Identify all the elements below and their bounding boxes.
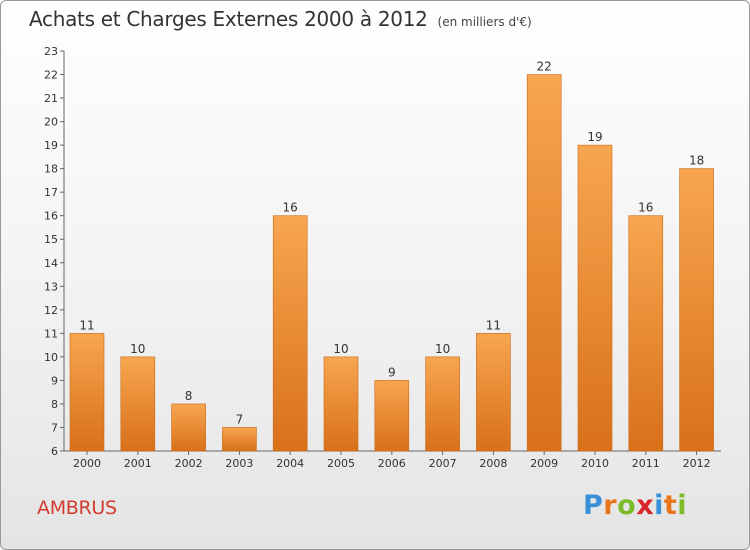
bar — [628, 215, 664, 452]
chart-bars — [69, 74, 714, 452]
chart-axes: 6 7 8 9 10 11 12 13 14 15 16 17 18 19 20 21 22 23 — [44, 45, 721, 458]
y-tick-label: 9 — [51, 374, 58, 387]
x-tick-label: 2012 — [683, 457, 711, 470]
proxiti-logo: Proxiti — [583, 490, 687, 521]
logo-letter: i — [654, 490, 664, 521]
x-tick-label: 2006 — [378, 457, 406, 470]
data-label: 11 — [79, 318, 94, 332]
x-tick-label: 2010 — [581, 457, 609, 470]
bar — [476, 333, 511, 452]
y-tick-label: 11 — [44, 327, 58, 340]
bar — [425, 356, 460, 452]
commune-name: AMBRUS — [37, 497, 117, 519]
data-label: 16 — [638, 201, 653, 215]
logo-letter: x — [636, 490, 655, 521]
bar — [577, 144, 613, 452]
y-tick-label: 7 — [51, 421, 58, 434]
data-label: 19 — [587, 130, 602, 144]
data-label: 22 — [537, 60, 552, 74]
y-tick-label: 17 — [44, 186, 58, 199]
bar — [323, 356, 359, 452]
x-tick-label: 2003 — [225, 457, 253, 470]
y-tick-label: 16 — [44, 210, 58, 223]
x-tick-label: 2008 — [479, 457, 507, 470]
logo-letter: t — [663, 490, 678, 521]
y-tick-label: 19 — [44, 139, 58, 152]
y-tick-label: 18 — [44, 163, 58, 176]
chart-unit: (en milliers d'€) — [437, 15, 532, 29]
data-label: 10 — [435, 342, 450, 356]
y-tick-label: 21 — [44, 92, 58, 105]
y-tick-label: 15 — [44, 233, 58, 246]
y-tick-label: 20 — [44, 116, 58, 129]
logo-letter: o — [617, 490, 637, 521]
bar — [222, 427, 257, 452]
data-label: 11 — [486, 318, 501, 332]
chart-title: Achats et Charges Externes 2000 à 2012 — [29, 7, 428, 31]
y-tick-label: 23 — [44, 45, 58, 58]
x-tick-label: 2000 — [73, 457, 101, 470]
bar — [374, 380, 410, 452]
logo-letter: i — [677, 490, 688, 521]
x-tick-label: 2007 — [429, 457, 457, 470]
bar — [120, 356, 156, 452]
x-tick-label: 2005 — [327, 457, 355, 470]
bar — [69, 333, 105, 452]
x-tick-label: 2004 — [276, 457, 304, 470]
logo-letter: r — [603, 490, 618, 521]
data-label: 9 — [388, 365, 396, 379]
y-tick-label: 8 — [51, 398, 58, 411]
data-label: 18 — [689, 154, 704, 168]
chart-title-block: Achats et Charges Externes 2000 à 2012 (e… — [29, 7, 532, 31]
bar — [526, 74, 562, 452]
bar — [272, 215, 308, 452]
x-tick-label: 2002 — [175, 457, 203, 470]
y-tick-label: 14 — [44, 257, 58, 270]
y-tick-label: 13 — [44, 280, 58, 293]
y-tick-label: 22 — [44, 69, 58, 82]
logo-letter: P — [583, 490, 604, 521]
data-label: 10 — [333, 342, 348, 356]
bar — [679, 168, 714, 452]
data-label: 7 — [236, 412, 244, 426]
data-label: 10 — [130, 342, 145, 356]
data-label: 16 — [283, 201, 298, 215]
y-tick-label: 6 — [51, 445, 58, 458]
x-tick-label: 2001 — [124, 457, 152, 470]
y-tick-label: 12 — [44, 304, 58, 317]
data-label: 8 — [185, 389, 193, 403]
x-tick-label: 2011 — [632, 457, 660, 470]
bar — [171, 403, 206, 452]
y-tick-label: 10 — [44, 351, 58, 364]
x-tick-label: 2009 — [530, 457, 558, 470]
chart-labels: 2000 11 2001 10 2002 8 2003 7 2004 16 2005 10 2006 9 2… — [73, 60, 711, 470]
